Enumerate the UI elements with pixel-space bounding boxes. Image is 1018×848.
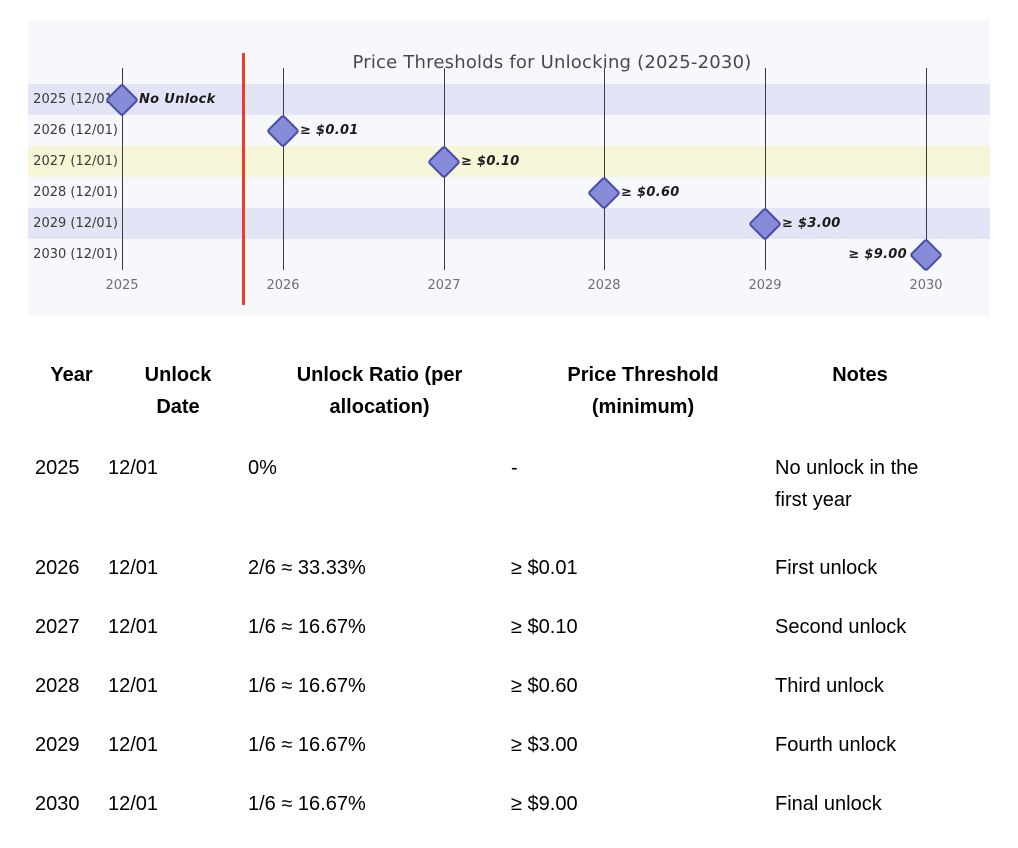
table-cell: 12/01 xyxy=(108,793,159,815)
row-band xyxy=(28,84,990,115)
x-axis-tick: 2027 xyxy=(427,278,461,293)
table-cell: 2029 xyxy=(35,734,80,756)
price-threshold-chart: Price Thresholds for Unlocking (2025-203… xyxy=(28,20,990,316)
year-gridline xyxy=(604,68,605,270)
table-row: 2026 12/01 2/6 ≈ 33.33% ≥ $0.01 First unlock xyxy=(35,552,945,584)
unlock-start-vline xyxy=(242,53,245,305)
threshold-annotation: ≥ $9.00 xyxy=(848,247,907,262)
chart-title: Price Thresholds for Unlocking (2025-203… xyxy=(352,52,752,73)
table-cell: ≥ $9.00 xyxy=(511,793,578,815)
table-row: 2029 12/01 1/6 ≈ 16.67% ≥ $3.00 Fourth unloc… xyxy=(35,729,945,761)
unlock-schedule-table: Year Unlock Date Unlock Ratio (per allocat… xyxy=(35,359,945,847)
table-cell: ≥ $0.10 xyxy=(511,616,578,638)
table-row: 2030 12/01 1/6 ≈ 16.67% ≥ $9.00 Final unlock xyxy=(35,788,945,820)
column-header: Unlock Date xyxy=(144,364,212,418)
year-gridline xyxy=(926,68,927,270)
table-cell: 2/6 ≈ 33.33% xyxy=(248,557,366,579)
row-band xyxy=(28,208,990,239)
table-cell: 2028 xyxy=(35,675,80,697)
table-cell: 0% xyxy=(248,457,277,479)
y-axis-label: 2028 (12/01) xyxy=(33,185,118,200)
threshold-annotation: ≥ $0.10 xyxy=(461,154,520,169)
table-cell: Second unlock xyxy=(775,616,907,638)
table-cell: 1/6 ≈ 16.67% xyxy=(248,675,366,697)
y-axis-label: 2026 (12/01) xyxy=(33,123,118,138)
table-cell: ≥ $0.01 xyxy=(511,557,578,579)
x-axis-tick: 2029 xyxy=(748,278,782,293)
x-axis-tick: 2026 xyxy=(266,278,300,293)
y-axis-label: 2025 (12/01) xyxy=(33,92,118,107)
threshold-annotation: No Unlock xyxy=(139,92,216,107)
table-cell: ≥ $3.00 xyxy=(511,734,578,756)
table-cell: 2030 xyxy=(35,793,80,815)
table-cell: 2026 xyxy=(35,557,80,579)
y-axis-label: 2030 (12/01) xyxy=(33,247,118,262)
column-header: Price Threshold (minimum) xyxy=(567,364,719,418)
column-header: Year xyxy=(50,364,93,386)
x-axis-tick: 2028 xyxy=(587,278,621,293)
table-cell: 1/6 ≈ 16.67% xyxy=(248,616,366,638)
y-axis-label: 2027 (12/01) xyxy=(33,154,118,169)
table-cell: No unlock in the first year xyxy=(775,457,919,511)
year-gridline xyxy=(765,68,766,270)
table-cell: 2027 xyxy=(35,616,80,638)
table-row: 2028 12/01 1/6 ≈ 16.67% ≥ $0.60 Third unlock xyxy=(35,670,945,702)
row-band xyxy=(28,146,990,177)
threshold-annotation: ≥ $0.01 xyxy=(300,123,359,138)
table-cell: Final unlock xyxy=(775,793,882,815)
table-cell: 12/01 xyxy=(108,557,159,579)
x-axis-tick: 2030 xyxy=(909,278,943,293)
table-cell: Third unlock xyxy=(775,675,884,697)
threshold-annotation: ≥ $3.00 xyxy=(782,216,841,231)
table-row: 2027 12/01 1/6 ≈ 16.67% ≥ $0.10 Second unloc… xyxy=(35,611,945,643)
table-cell: ≥ $0.60 xyxy=(511,675,578,697)
table-cell: 12/01 xyxy=(108,675,159,697)
table-cell: 2025 xyxy=(35,457,80,479)
table-header-row: Year Unlock Date Unlock Ratio (per allocat… xyxy=(35,359,945,423)
table-cell: 12/01 xyxy=(108,734,159,756)
threshold-annotation: ≥ $0.60 xyxy=(621,185,680,200)
table-cell: Fourth unlock xyxy=(775,734,897,756)
table-cell: First unlock xyxy=(775,557,878,579)
x-axis-tick: 2025 xyxy=(105,278,139,293)
column-header: Unlock Ratio (per allocation) xyxy=(296,364,463,418)
table-cell: 1/6 ≈ 16.67% xyxy=(248,793,366,815)
column-header: Notes xyxy=(832,364,888,386)
table-cell: 1/6 ≈ 16.67% xyxy=(248,734,366,756)
table-cell: - xyxy=(511,457,518,479)
table-cell: 12/01 xyxy=(108,616,159,638)
table-row: 2025 12/01 0% - No unlock in the first year xyxy=(35,452,945,516)
year-gridline xyxy=(122,68,123,270)
year-gridline xyxy=(283,68,284,270)
y-axis-label: 2029 (12/01) xyxy=(33,216,118,231)
table-cell: 12/01 xyxy=(108,457,159,479)
